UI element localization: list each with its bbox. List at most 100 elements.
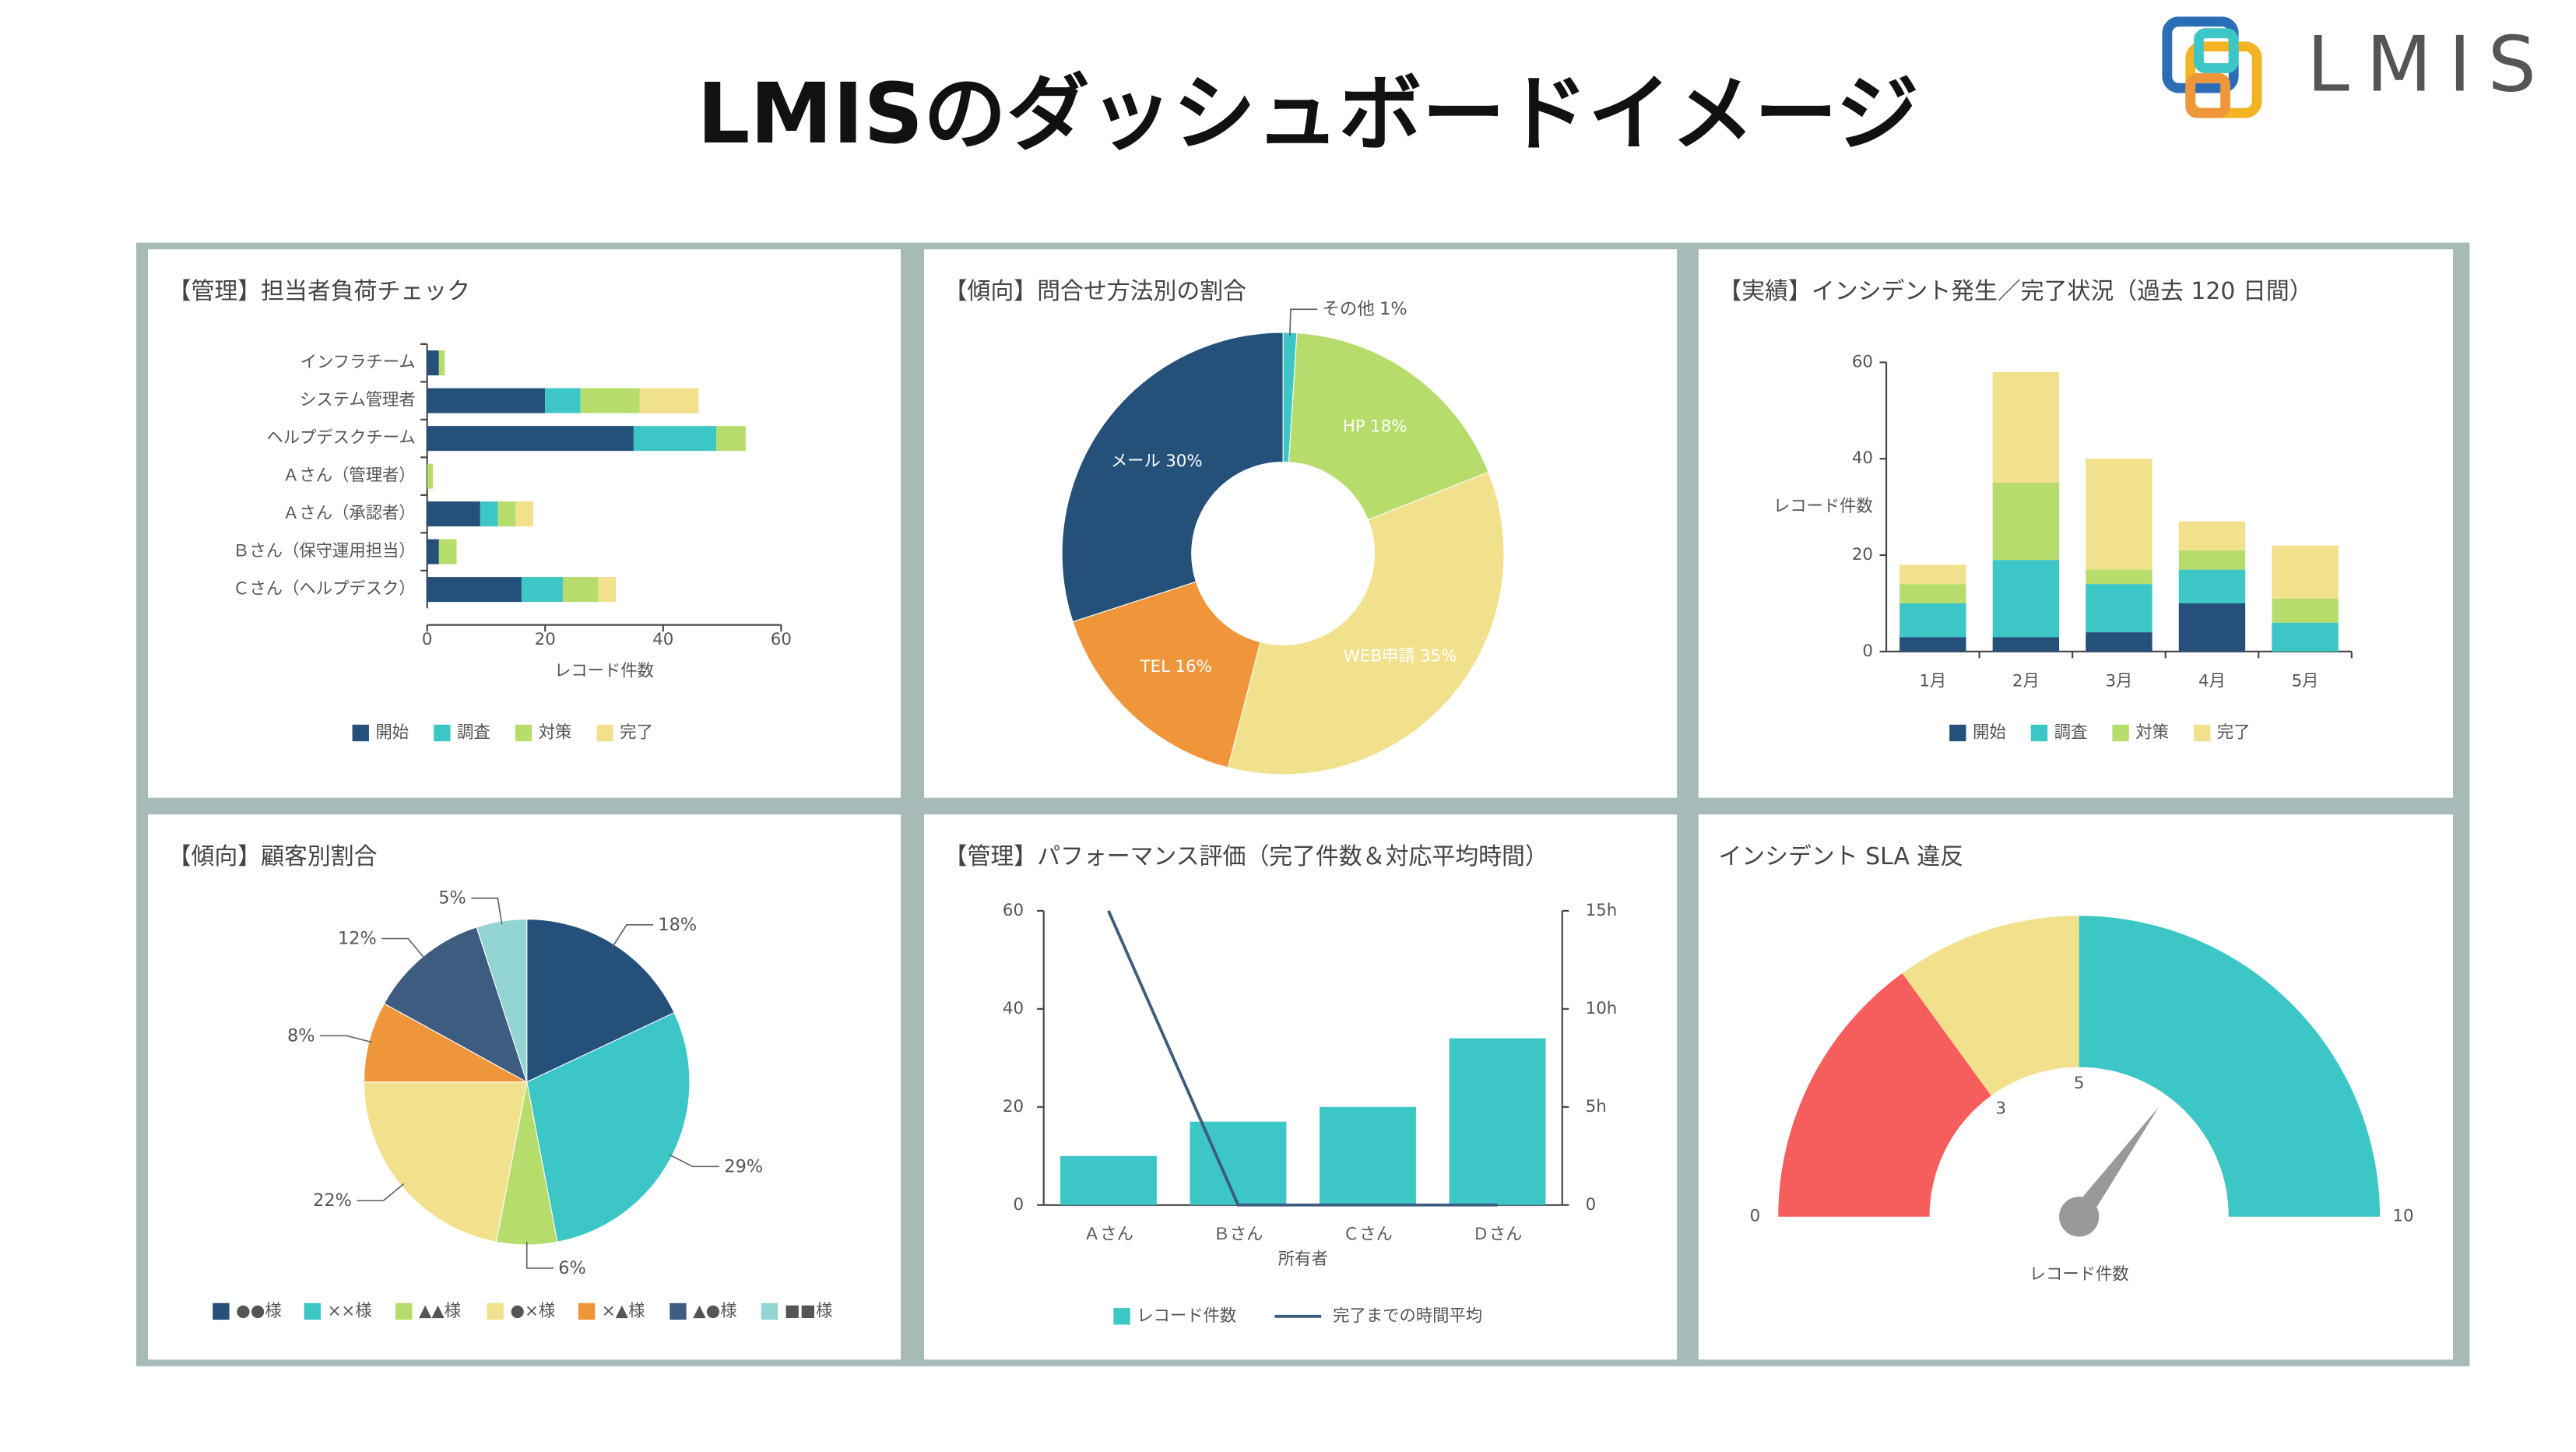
slice-value: 18% <box>1370 417 1407 437</box>
slice-label: その他 1% <box>1323 299 1407 319</box>
legend-label: レコード件数 <box>1137 1306 1236 1326</box>
slice-value: 30% <box>1165 452 1202 471</box>
legend-swatch <box>2030 724 2048 742</box>
bar-segment <box>480 501 498 527</box>
y-tick-label: Ａさん（管理者） <box>283 466 416 486</box>
legend-label: ▲●様 <box>693 1301 736 1320</box>
legend-swatch <box>669 1303 687 1320</box>
legend-label: 調査 <box>2054 722 2088 742</box>
legend-label: 開始 <box>1973 722 2006 742</box>
slice-label: HP 18% <box>1343 417 1407 437</box>
legend-label: 完了までの時間平均 <box>1333 1306 1482 1326</box>
bar-segment <box>438 350 445 376</box>
slice-value: 18% <box>658 914 697 934</box>
logo-icon <box>2162 16 2262 118</box>
y-tick-label: システム管理者 <box>300 391 416 410</box>
x-tick-label: 60 <box>771 630 792 649</box>
bar-segment <box>1992 483 2060 561</box>
legend-swatch <box>2193 724 2211 742</box>
bar-segment <box>1992 560 2060 638</box>
y-tick-label: 20 <box>1852 545 1873 564</box>
slice-category: その他 <box>1323 299 1375 319</box>
bar-segment <box>521 577 563 603</box>
legend-swatch <box>434 724 451 742</box>
y2-tick-label: 10h <box>1586 999 1618 1018</box>
gauge-band <box>1902 916 2079 1096</box>
x-tick-label: 5月 <box>2292 671 2319 691</box>
bar-segment <box>598 577 617 603</box>
legend-label: 調査 <box>457 722 490 742</box>
bar-segment <box>2272 598 2339 623</box>
slice-value: 35% <box>1420 647 1457 666</box>
bar-segment <box>427 539 439 564</box>
legend-label: ××様 <box>328 1301 372 1320</box>
panel <box>1698 249 2454 798</box>
y-tick-label: 60 <box>1852 352 1873 371</box>
line <box>1107 910 1498 1207</box>
legend-swatch <box>515 724 532 742</box>
x-tick-label: Ｄさん <box>1472 1225 1522 1244</box>
bar-segment <box>2178 603 2246 652</box>
bar-segment <box>2086 632 2153 652</box>
slice-value: 29% <box>724 1156 763 1176</box>
y-tick-label: 20 <box>1003 1097 1024 1116</box>
legend-label: ▲▲様 <box>419 1301 461 1320</box>
bar-segment <box>1899 603 1966 638</box>
x-axis-label: レコード件数 <box>554 661 654 680</box>
slice-label: TEL 16% <box>1140 657 1212 677</box>
bar-segment <box>545 388 581 413</box>
gauge-tick-label: 3 <box>1996 1099 2007 1119</box>
gauge-band <box>1778 973 1991 1217</box>
panel <box>923 814 1678 1360</box>
chart-title: 【傾向】問合せ方法別の割合 <box>944 278 1247 305</box>
slice-value: 22% <box>313 1190 352 1211</box>
bar-segment <box>2178 550 2246 570</box>
x-tick-label: 4月 <box>2198 671 2226 691</box>
slice-category: HP <box>1343 417 1365 437</box>
y-tick-label: Ｃさん（ヘルプデスク） <box>233 579 416 599</box>
y2-tick-label: 0 <box>1586 1195 1597 1215</box>
bar-segment <box>2086 459 2153 570</box>
legend-label: 対策 <box>539 722 572 742</box>
slice-label: 18% <box>658 914 697 934</box>
leader-line <box>381 937 426 960</box>
bar-segment <box>1899 584 1966 603</box>
legend-label: ●×様 <box>510 1301 555 1320</box>
leader-line <box>1289 308 1318 336</box>
chart-title: 【傾向】顧客別割合 <box>168 843 378 870</box>
legend-label: ×▲様 <box>602 1301 645 1320</box>
gauge-needle <box>2071 1106 2160 1223</box>
y2-tick-label: 5h <box>1586 1097 1607 1116</box>
bar-segment <box>1992 371 2060 483</box>
y-tick-label: 0 <box>1013 1195 1024 1215</box>
chart-title: 【管理】担当者負荷チェック <box>168 278 470 305</box>
legend-label: 開始 <box>375 722 409 742</box>
x-tick-label: 1月 <box>1919 671 1946 691</box>
slice-value: 8% <box>287 1025 315 1046</box>
bar-segment <box>438 539 457 564</box>
x-tick-label: Ｃさん <box>1343 1225 1393 1244</box>
slice-label: メール 30% <box>1111 452 1203 471</box>
leader-line <box>357 1183 405 1202</box>
legend-swatch <box>213 1303 230 1320</box>
bar-segment <box>497 501 516 527</box>
x-tick-label: 20 <box>535 630 556 649</box>
slice-label: 29% <box>724 1156 763 1176</box>
y-tick-label: ヘルプデスクチーム <box>266 428 415 448</box>
slice-label: 5% <box>438 888 466 908</box>
slice-label: WEB申請 35% <box>1344 647 1457 666</box>
slice-value: 16% <box>1175 657 1211 677</box>
slice-label: 22% <box>313 1190 352 1211</box>
x-tick-label: Ｂさん <box>1213 1225 1263 1244</box>
legend-swatch <box>1113 1308 1130 1325</box>
legend-swatch <box>2112 724 2129 742</box>
y-tick-label: Ｂさん（保守運用担当） <box>233 542 416 561</box>
bar-segment <box>2086 569 2153 585</box>
bar-segment <box>2086 584 2153 633</box>
y-tick-label: 60 <box>1003 901 1024 920</box>
slice <box>1072 581 1261 768</box>
y-tick-label: 40 <box>1852 448 1873 468</box>
bar-segment <box>2272 545 2339 599</box>
